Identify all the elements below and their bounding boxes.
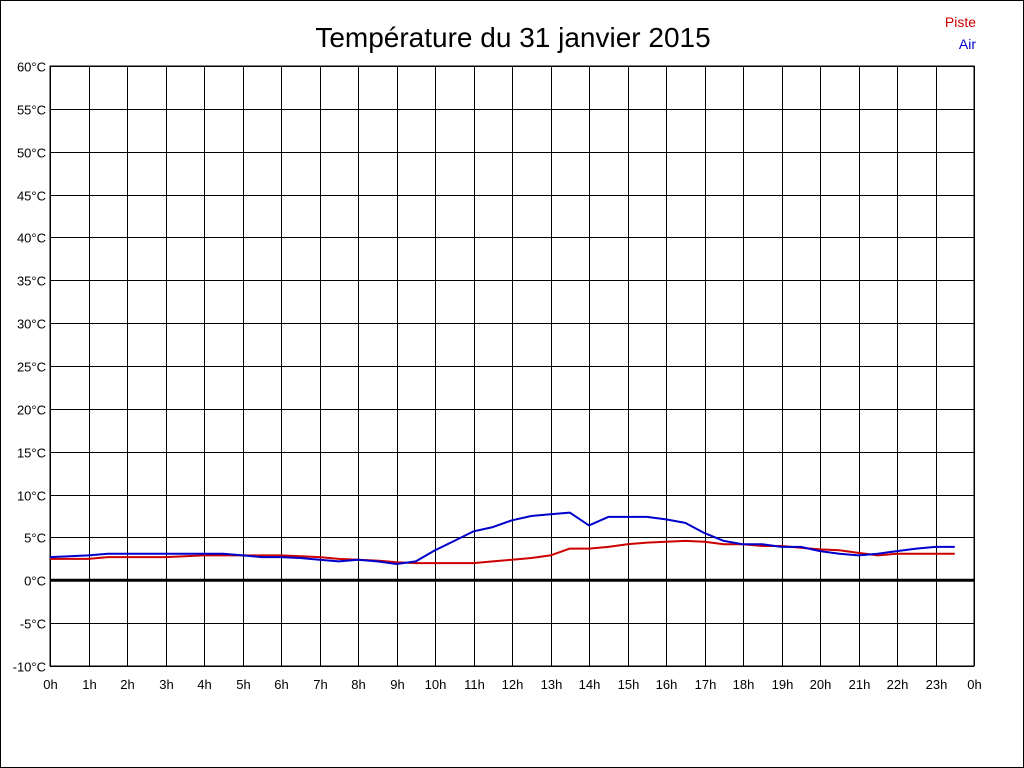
x-tick-label: 9h (390, 677, 404, 692)
y-tick-label: 55°C (17, 103, 46, 118)
legend-entry-piste: Piste (945, 14, 976, 30)
x-tick-label: 14h (579, 677, 601, 692)
x-tick-label: 13h (541, 677, 563, 692)
x-axis-ticks: 0h 1h 2h 3h 4h 5h 6h 7h 8h 9h 10h 11h 12h 13h 14h 15h 16… (43, 677, 981, 692)
legend-entry-air: Air (959, 36, 976, 52)
x-tick-label: 7h (313, 677, 327, 692)
y-tick-label: 20°C (17, 403, 46, 418)
y-tick-label: 45°C (17, 189, 46, 204)
x-tick-label: 11h (464, 677, 485, 692)
chart-title: Température du 31 janvier 2015 (315, 22, 710, 53)
x-tick-label: 12h (502, 677, 524, 692)
y-tick-label: 30°C (17, 317, 46, 332)
x-tick-label: 22h (887, 677, 909, 692)
y-tick-label: 10°C (17, 489, 46, 504)
y-tick-label: -5°C (20, 617, 46, 632)
y-tick-label: 15°C (17, 446, 46, 461)
y-tick-label: 5°C (24, 531, 46, 546)
x-tick-label: 18h (733, 677, 755, 692)
x-tick-label: 5h (236, 677, 250, 692)
x-tick-label: 0h (967, 677, 981, 692)
x-tick-label: 10h (425, 677, 447, 692)
y-tick-label: 50°C (17, 146, 46, 161)
x-tick-label: 16h (656, 677, 678, 692)
x-tick-label: 23h (926, 677, 948, 692)
x-tick-label: 3h (159, 677, 173, 692)
y-tick-label: 0°C (24, 574, 46, 589)
x-tick-label: 15h (618, 677, 640, 692)
x-tick-label: 17h (695, 677, 717, 692)
x-tick-label: 21h (849, 677, 871, 692)
x-tick-label: 0h (43, 677, 57, 692)
chart-grid (49, 65, 975, 667)
y-tick-label: -10°C (13, 660, 46, 675)
x-tick-label: 4h (197, 677, 211, 692)
x-tick-label: 1h (82, 677, 96, 692)
series-line-air (49, 511, 955, 565)
x-tick-label: 8h (351, 677, 365, 692)
y-tick-label: 35°C (17, 274, 46, 289)
x-tick-label: 19h (772, 677, 794, 692)
series-lines (49, 511, 955, 565)
x-tick-label: 6h (274, 677, 288, 692)
y-axis-ticks: 60°C 55°C 50°C 45°C 40°C 35°C 30°C 25°C 20°C 15°C… (13, 60, 46, 675)
chart-legend: Piste Air (945, 14, 976, 52)
y-tick-label: 40°C (17, 231, 46, 246)
series-line-piste (50, 539, 955, 565)
x-tick-label: 20h (810, 677, 832, 692)
x-tick-label: 2h (120, 677, 134, 692)
y-tick-label: 60°C (17, 60, 46, 75)
y-tick-label: 25°C (17, 360, 46, 375)
